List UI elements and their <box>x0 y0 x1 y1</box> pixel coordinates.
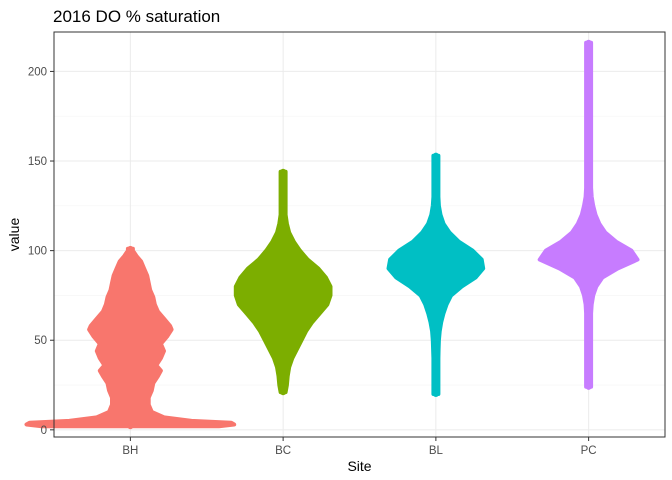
x-tick-label-bc: BC <box>275 445 291 457</box>
violins <box>24 39 640 430</box>
panel-border <box>53 31 666 438</box>
y-axis: 0 50 100 150 200 <box>28 66 54 437</box>
y-axis-title: value <box>6 218 22 252</box>
violin-min-point-bc <box>280 389 287 396</box>
violin-max-point-bh <box>127 245 134 252</box>
y-tick-label: 50 <box>34 335 47 347</box>
y-tick-label: 200 <box>28 66 47 78</box>
violin-min-point-bl <box>432 390 439 397</box>
chart-title: 2016 DO % saturation <box>53 7 220 26</box>
violin-pc <box>537 40 640 389</box>
violin-min-point-pc <box>585 383 592 390</box>
x-tick-label-bh: BH <box>122 445 138 457</box>
y-tick-label: 100 <box>28 246 47 258</box>
violin-bc <box>233 169 333 395</box>
x-axis: BH BC BL PC <box>122 437 597 457</box>
x-tick-label-pc: PC <box>581 445 597 457</box>
violin-bl <box>386 153 486 396</box>
violin-min-point-bh <box>127 423 134 430</box>
violin-bh <box>24 246 237 429</box>
violin-max-point-bl <box>432 152 439 159</box>
violin-max-point-bc <box>280 168 287 175</box>
violin-max-point-pc <box>585 39 592 46</box>
x-axis-title: Site <box>347 458 371 474</box>
y-tick-label: 0 <box>41 425 47 437</box>
y-tick-label: 150 <box>28 156 47 168</box>
x-tick-label-bl: BL <box>429 445 444 457</box>
